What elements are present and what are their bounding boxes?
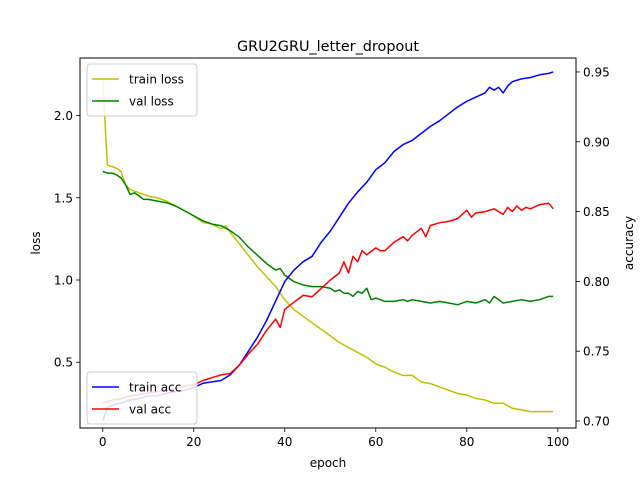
legend-entry-label: train loss	[129, 73, 184, 87]
y-axis-label-right: accuracy	[622, 216, 636, 270]
y-tick-label-right: 0.85	[583, 205, 610, 219]
x-tick-label: 0	[99, 435, 107, 449]
axes-layer: 0 20 40 60 80 100 0.5 1.0 1.5 2.0 0.70 0.75 0.80 0.85…	[54, 65, 610, 449]
x-tick-label: 40	[277, 435, 292, 449]
x-tick-label: 100	[546, 435, 569, 449]
y-tick-label-left: 2.0	[54, 109, 73, 123]
legend-box	[86, 371, 198, 425]
legend-entry-label: val loss	[129, 95, 174, 109]
legend-loss: train loss val loss	[86, 63, 198, 117]
y-tick-label-left: 0.5	[54, 356, 73, 370]
x-tick-label: 80	[459, 435, 474, 449]
y-tick-label-right: 0.90	[583, 135, 610, 149]
plot-frame	[79, 57, 577, 429]
y-tick-label-left: 1.0	[54, 274, 73, 288]
y-tick-label-right: 0.95	[583, 65, 610, 79]
legend-entry-label: val acc	[129, 403, 171, 417]
chart-title: GRU2GRU_letter_dropout	[237, 39, 419, 55]
legend-accuracy: train acc val acc	[86, 371, 198, 425]
series-line-train-loss	[102, 79, 554, 413]
x-axis-label: epoch	[310, 456, 347, 470]
x-tick-label: 60	[368, 435, 383, 449]
y-tick-label-right: 0.80	[583, 275, 610, 289]
legend-box	[86, 63, 198, 117]
y-axis-label-left: loss	[29, 231, 43, 254]
y-tick-label-left: 1.5	[54, 191, 73, 205]
y-tick-label-right: 0.75	[583, 345, 610, 359]
x-tick-label: 20	[186, 435, 201, 449]
series-line-val-loss	[102, 170, 554, 306]
legend-entry-label: train acc	[129, 381, 181, 395]
y-tick-label-right: 0.70	[583, 415, 610, 429]
